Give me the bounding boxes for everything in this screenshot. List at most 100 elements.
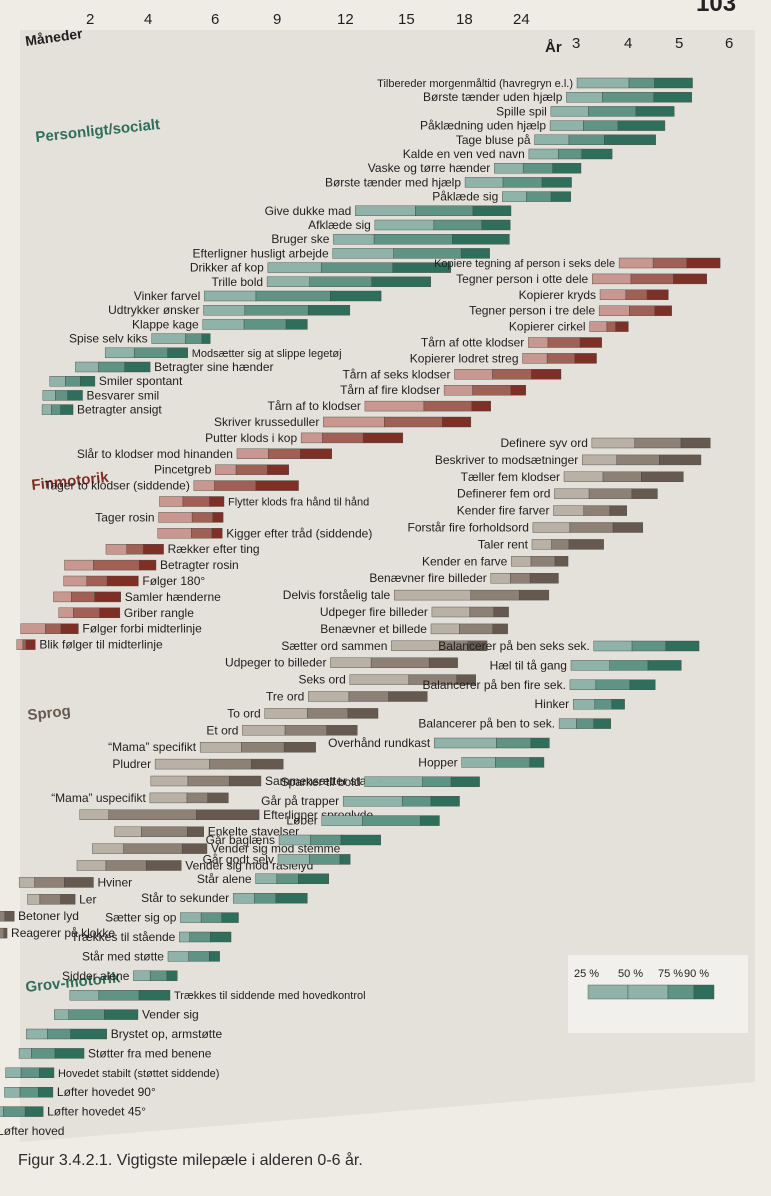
axis-tick-label: 12 bbox=[337, 11, 354, 28]
bar-50-75 bbox=[594, 699, 613, 710]
bar-25-50 bbox=[76, 860, 107, 871]
bar-50-75 bbox=[320, 262, 394, 273]
bar-50-75 bbox=[149, 970, 168, 981]
milestone-label: Kopiere tegning af person i seks dele bbox=[434, 258, 615, 270]
bar-50-75 bbox=[583, 120, 619, 131]
milestone-label: Benævner fire billeder bbox=[369, 571, 486, 585]
axis-tick-label: 24 bbox=[513, 11, 530, 28]
bar-50-75 bbox=[469, 606, 495, 618]
bar-50-75 bbox=[0, 911, 6, 922]
bar-50-75 bbox=[254, 893, 277, 904]
milestone-label: Trækkes til siddende med hovedkontrol bbox=[174, 990, 366, 1002]
milestone-label: Påklædning uden hjælp bbox=[420, 119, 546, 133]
bar-50-75 bbox=[433, 219, 482, 231]
bar-50-75 bbox=[235, 464, 268, 475]
bar-25-50 bbox=[563, 471, 604, 482]
bar-50-75 bbox=[310, 834, 342, 846]
bar-25-50 bbox=[349, 674, 410, 685]
bar-50-75 bbox=[39, 894, 61, 905]
milestone-label: Give dukke mad bbox=[265, 204, 352, 218]
milestone-label: Vinker farvel bbox=[134, 289, 200, 303]
bar-75-90 bbox=[428, 657, 458, 668]
bar-50-75 bbox=[309, 276, 372, 287]
bar-25-50 bbox=[149, 792, 188, 804]
milestone-label: Går på trapper bbox=[261, 794, 339, 808]
legend-label: 25 % bbox=[574, 968, 599, 980]
bar-25-50 bbox=[434, 737, 497, 749]
milestone-label: Griber rangle bbox=[124, 606, 194, 620]
milestone-label: Hinker bbox=[534, 697, 569, 711]
bar-75-90 bbox=[330, 290, 382, 302]
bar-75-90 bbox=[529, 573, 559, 584]
bar-25-50 bbox=[42, 390, 56, 401]
bar-25-50 bbox=[582, 454, 617, 466]
bar-25-50 bbox=[267, 262, 322, 273]
bar-25-50 bbox=[133, 970, 151, 981]
bar-75-90 bbox=[339, 854, 351, 865]
milestone-label: Rækker efter ting bbox=[168, 542, 260, 556]
milestone-label: Tegner person i tre dele bbox=[469, 304, 595, 318]
bar-75-90 bbox=[452, 233, 510, 245]
bar-25-50 bbox=[464, 177, 504, 188]
bar-75-90 bbox=[255, 480, 299, 491]
milestone-label: Smiler spontant bbox=[99, 374, 183, 388]
milestone-label: Definere syv ord bbox=[501, 436, 588, 450]
bar-50-75 bbox=[65, 376, 81, 387]
milestone-label: Betragter sine hænder bbox=[154, 360, 273, 374]
bar-25-50 bbox=[570, 660, 610, 671]
bar-50-75 bbox=[625, 289, 648, 300]
bar-75-90 bbox=[104, 1009, 139, 1020]
bar-25-50 bbox=[26, 1028, 48, 1040]
bar-25-50 bbox=[330, 657, 372, 668]
bar-75-90 bbox=[196, 809, 260, 820]
bar-75-90 bbox=[38, 1086, 54, 1098]
bar-50-75 bbox=[595, 679, 631, 690]
bar-75-90 bbox=[611, 699, 625, 710]
bar-50-75 bbox=[244, 305, 309, 316]
milestone-label: Overhånd rundkast bbox=[328, 736, 431, 750]
bar-75-90 bbox=[143, 544, 164, 555]
bar-50-75 bbox=[188, 951, 210, 962]
bar-25-50 bbox=[150, 775, 189, 787]
axis-tick-label: 5 bbox=[675, 35, 683, 52]
milestone-label: Tæller fem klodser bbox=[461, 470, 560, 484]
bar-25-50 bbox=[364, 776, 423, 787]
bar-75-90 bbox=[298, 873, 329, 884]
bar-75-90 bbox=[362, 432, 404, 444]
bar-75-90 bbox=[574, 353, 597, 364]
milestone-label: Betragter ansigt bbox=[77, 403, 162, 417]
legend-swatch-75 bbox=[667, 984, 695, 1000]
bar-25-50 bbox=[576, 77, 630, 89]
milestone-label: Delvis forståelig tale bbox=[283, 588, 391, 602]
bar-75-90 bbox=[552, 162, 582, 174]
bar-25-50 bbox=[53, 591, 72, 603]
bar-25-50 bbox=[323, 416, 385, 428]
milestone-label: Børste tænder uden hjælp bbox=[423, 90, 563, 104]
milestone-label: Tager to klodser (siddende) bbox=[44, 479, 189, 493]
bar-25-50 bbox=[20, 623, 46, 634]
bar-25-50 bbox=[64, 559, 94, 571]
bar-50-75 bbox=[495, 757, 531, 768]
bar-75-90 bbox=[70, 1028, 107, 1040]
bar-75-90 bbox=[210, 931, 232, 943]
milestone-label: Følger forbi midterlinje bbox=[82, 622, 202, 636]
axis-tick-label: 9 bbox=[273, 11, 281, 28]
bar-75-90 bbox=[3, 927, 8, 939]
bar-75-90 bbox=[647, 660, 682, 671]
bar-75-90 bbox=[285, 319, 308, 330]
bar-50-75 bbox=[98, 990, 140, 1001]
axis-tick-label: 18 bbox=[456, 11, 473, 28]
milestone-label: Tårn af otte klodser bbox=[421, 336, 524, 350]
milestone-label: Definerer fem ord bbox=[457, 487, 550, 501]
legend-label: 50 % bbox=[618, 968, 643, 980]
bar-25-50 bbox=[572, 699, 596, 710]
bar-50-75 bbox=[630, 273, 674, 285]
bar-50-75 bbox=[583, 505, 610, 516]
milestone-label: Vaske og tørre hænder bbox=[368, 161, 491, 175]
bar-50-75 bbox=[19, 1086, 39, 1098]
bar-75-90 bbox=[609, 505, 627, 516]
milestone-label: Balancerer på ben seks sek. bbox=[438, 639, 589, 653]
bar-75-90 bbox=[450, 776, 480, 787]
bar-75-90 bbox=[371, 276, 431, 287]
